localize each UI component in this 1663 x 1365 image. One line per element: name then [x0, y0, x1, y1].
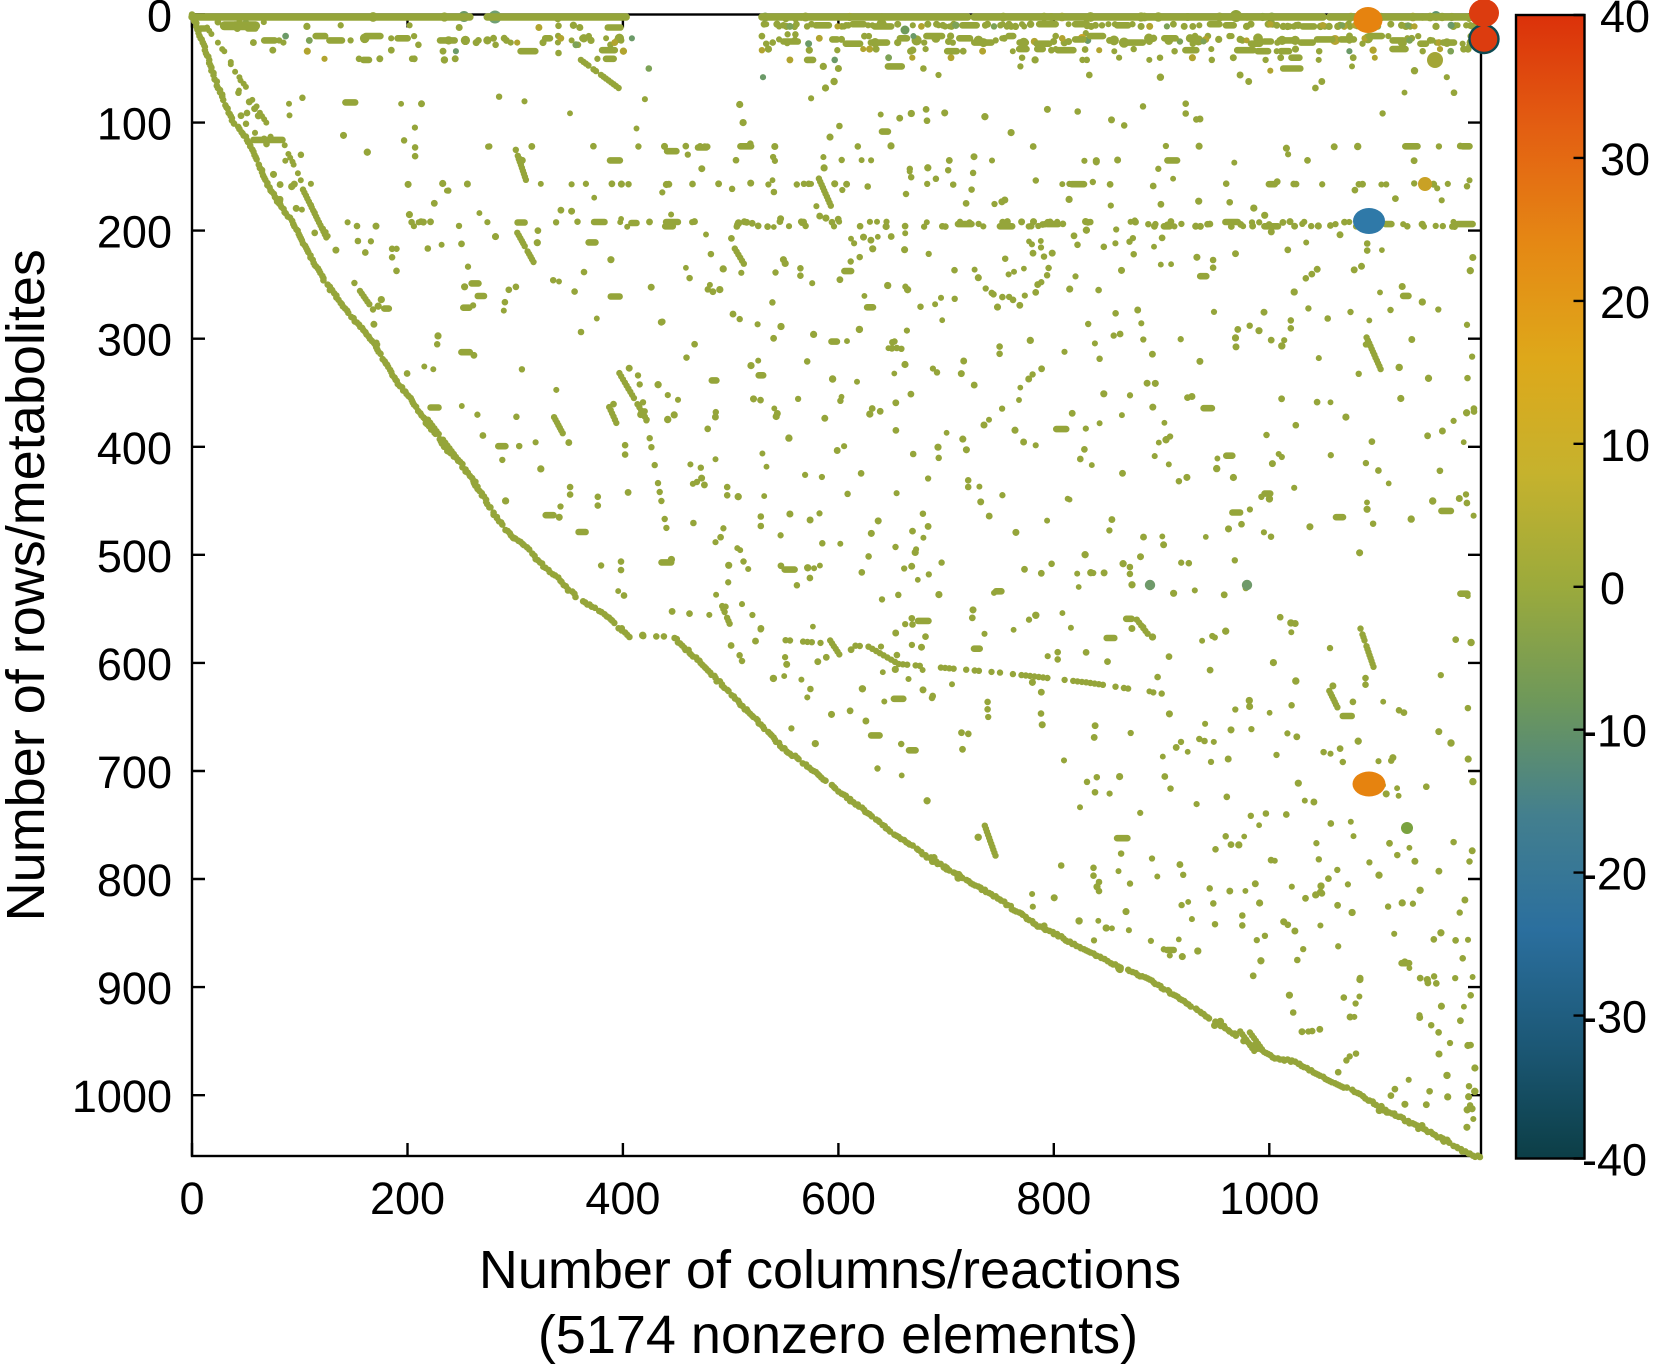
svg-text:900: 900 — [97, 963, 172, 1014]
svg-text:Number of columns/reactions: Number of columns/reactions — [479, 1240, 1181, 1300]
svg-text:800: 800 — [1016, 1173, 1091, 1224]
svg-text:30: 30 — [1600, 134, 1650, 185]
svg-text:200: 200 — [370, 1173, 445, 1224]
svg-text:Number of rows/metabolites: Number of rows/metabolites — [0, 249, 56, 921]
svg-text:100: 100 — [97, 99, 172, 150]
svg-text:300: 300 — [97, 315, 172, 366]
svg-text:1000: 1000 — [72, 1071, 172, 1122]
svg-text:-40: -40 — [1582, 1135, 1647, 1186]
svg-text:600: 600 — [97, 639, 172, 690]
svg-text:700: 700 — [97, 747, 172, 798]
svg-text:400: 400 — [97, 423, 172, 474]
svg-text:20: 20 — [1600, 277, 1650, 328]
svg-text:200: 200 — [97, 207, 172, 258]
svg-text:-20: -20 — [1582, 849, 1647, 900]
svg-text:(5174 nonzero elements): (5174 nonzero elements) — [538, 1305, 1138, 1365]
svg-text:500: 500 — [97, 531, 172, 582]
svg-text:1000: 1000 — [1219, 1173, 1319, 1224]
svg-text:800: 800 — [97, 855, 172, 906]
svg-text:-30: -30 — [1582, 992, 1647, 1043]
svg-text:0: 0 — [147, 0, 172, 42]
svg-text:10: 10 — [1600, 420, 1650, 471]
svg-text:-10: -10 — [1582, 706, 1647, 757]
svg-text:0: 0 — [1600, 563, 1625, 614]
svg-text:600: 600 — [801, 1173, 876, 1224]
svg-text:40: 40 — [1600, 0, 1650, 42]
svg-text:400: 400 — [585, 1173, 660, 1224]
svg-text:0: 0 — [179, 1173, 204, 1224]
